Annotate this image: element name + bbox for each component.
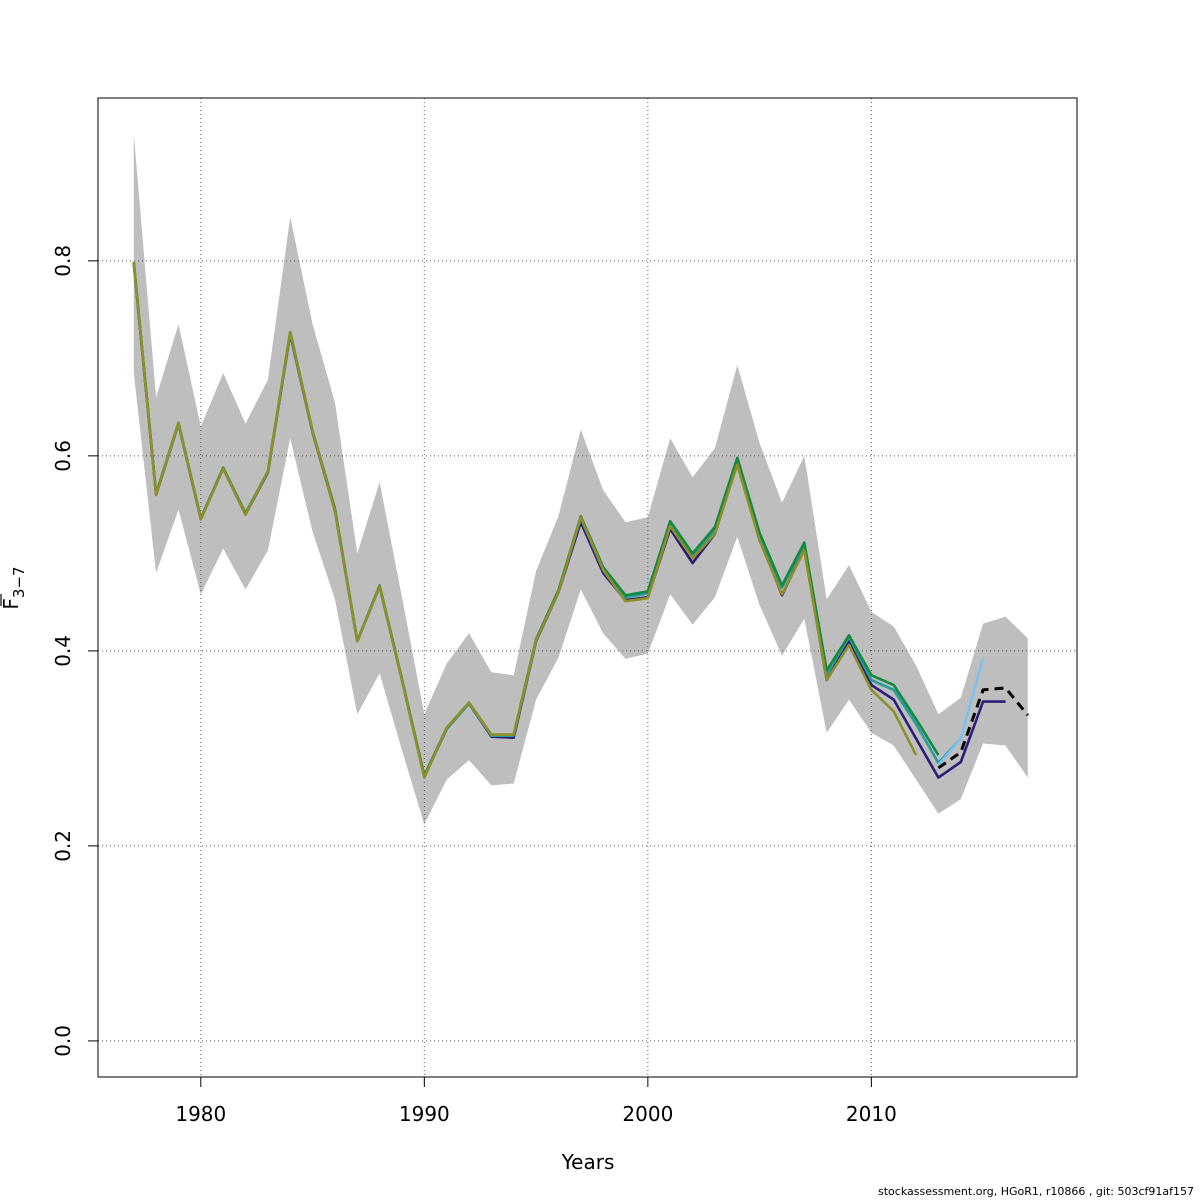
axis-layer: 1980 1990 2000 2010 0.0 0.2 0.4 0.6 0.8 <box>51 245 897 1126</box>
x-tick-label-1990: 1990 <box>399 1102 450 1126</box>
x-tick-label-2010: 2010 <box>846 1102 897 1126</box>
plot-frame <box>97 97 1078 1078</box>
y-axis-title: F3−7 <box>0 566 28 609</box>
confidence-band <box>133 134 1028 825</box>
x-tick-label-2000: 2000 <box>622 1102 673 1126</box>
y-tick-label-0: 0.0 <box>51 1025 75 1057</box>
footer-credit: stockassessment.org, HGoR1, r10866 , git… <box>878 1185 1194 1198</box>
y-tick-label-0.2: 0.2 <box>51 830 75 862</box>
x-axis-title: Years <box>561 1150 615 1174</box>
y-tick-label-0.8: 0.8 <box>51 245 75 277</box>
x-tick-label-1980: 1980 <box>175 1102 226 1126</box>
y-axis-title-main: F <box>0 598 23 610</box>
svg-text:F3−7: F3−7 <box>0 566 28 609</box>
y-tick-label-0.4: 0.4 <box>51 635 75 667</box>
series-line-2 <box>937 657 985 766</box>
y-axis-title-subscript: 3−7 <box>10 566 28 598</box>
series-line-5 <box>937 686 1029 770</box>
y-tick-label-0.6: 0.6 <box>51 440 75 472</box>
series-layer <box>132 261 1029 779</box>
confidence-band-layer <box>133 134 1028 825</box>
series-line-4 <box>132 261 918 779</box>
